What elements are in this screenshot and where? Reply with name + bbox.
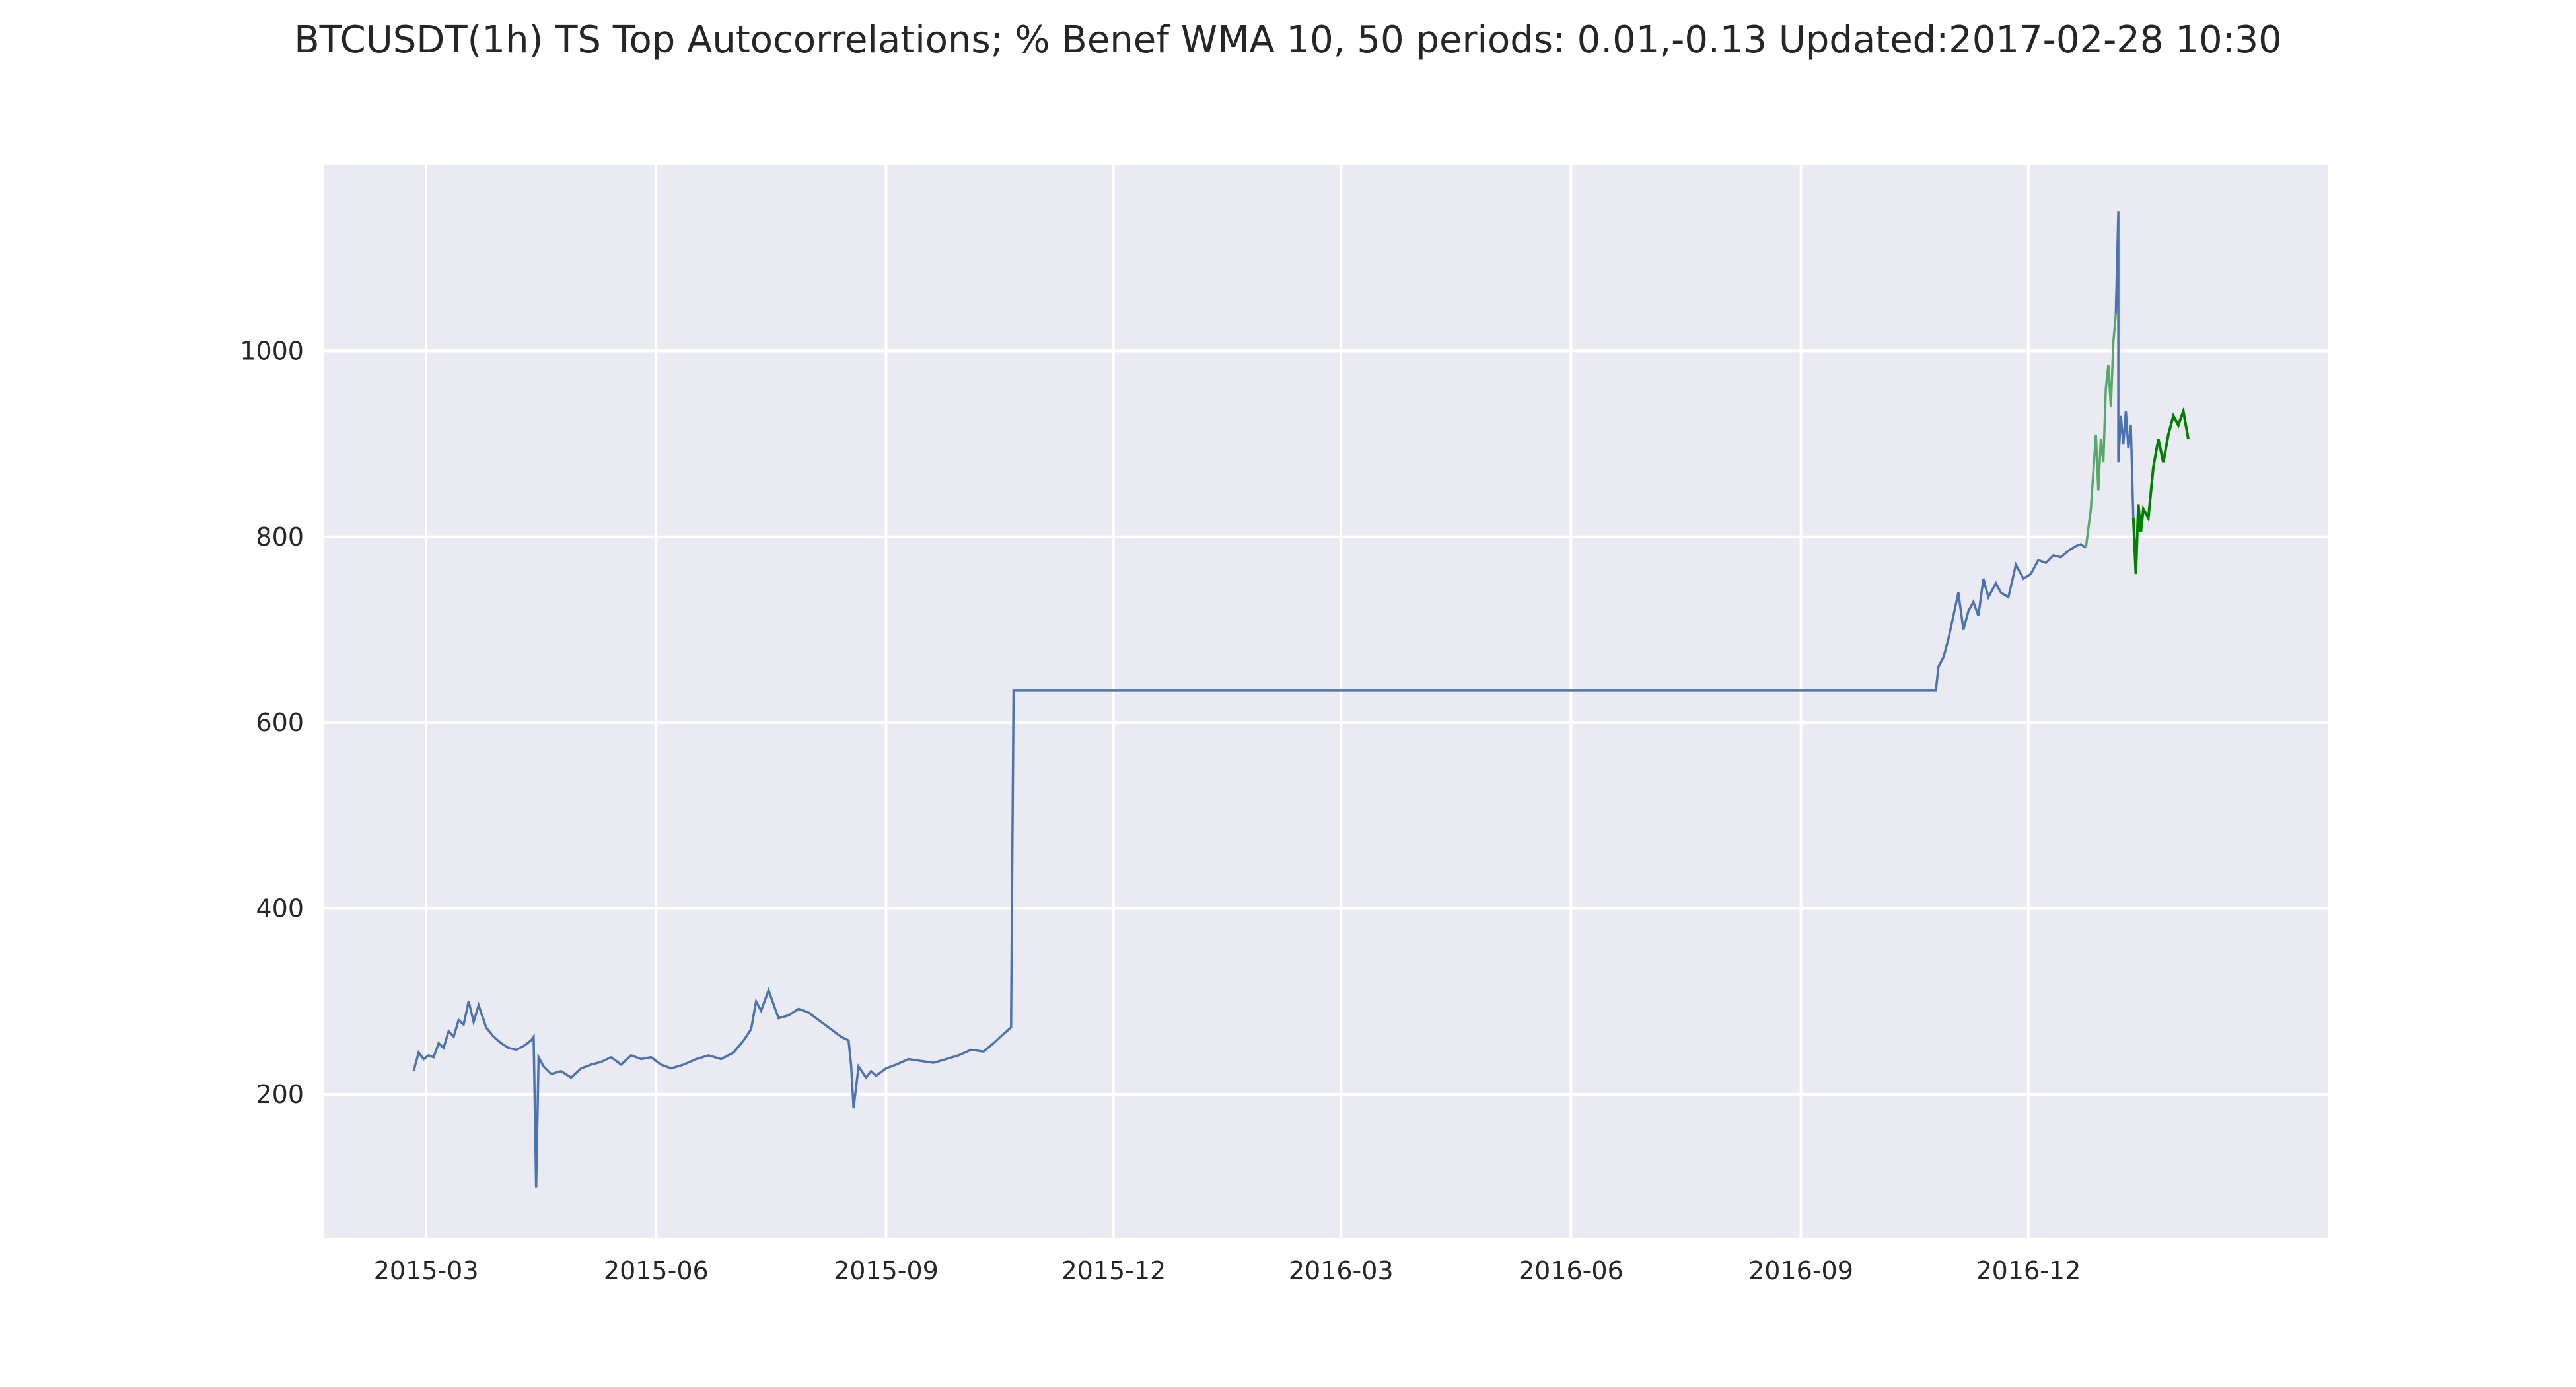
- y-tick-label: 600: [256, 708, 304, 737]
- grid: [324, 165, 2328, 1238]
- y-tick-label: 200: [256, 1080, 304, 1109]
- y-tick-label: 1000: [240, 336, 304, 365]
- x-tick-label: 2015-06: [604, 1256, 709, 1285]
- x-axis-ticks: 2015-03 2015-06 2015-09 2015-12 2016-03 2016-…: [374, 1256, 2081, 1285]
- x-tick-label: 2015-12: [1061, 1256, 1166, 1285]
- x-tick-label: 2016-09: [1748, 1256, 1853, 1285]
- x-tick-label: 2015-03: [374, 1256, 479, 1285]
- x-tick-label: 2015-09: [834, 1256, 939, 1285]
- y-axis-ticks: 200 400 600 800 1000: [240, 336, 304, 1109]
- x-tick-label: 2016-03: [1289, 1256, 1394, 1285]
- y-tick-label: 800: [256, 522, 304, 551]
- chart-title: BTCUSDT(1h) TS Top Autocorrelations; % B…: [294, 18, 2282, 61]
- series-line-1: [412, 543, 2087, 1188]
- x-tick-label: 2016-06: [1519, 1256, 1624, 1285]
- series-line-2: [2085, 313, 2118, 548]
- series-layer: [412, 211, 2190, 1188]
- plot-area: [324, 165, 2328, 1238]
- series-line-4: [2131, 406, 2190, 575]
- y-tick-label: 400: [256, 894, 304, 923]
- x-tick-label: 2016-12: [1976, 1256, 2081, 1285]
- series-line-3: [2114, 211, 2135, 518]
